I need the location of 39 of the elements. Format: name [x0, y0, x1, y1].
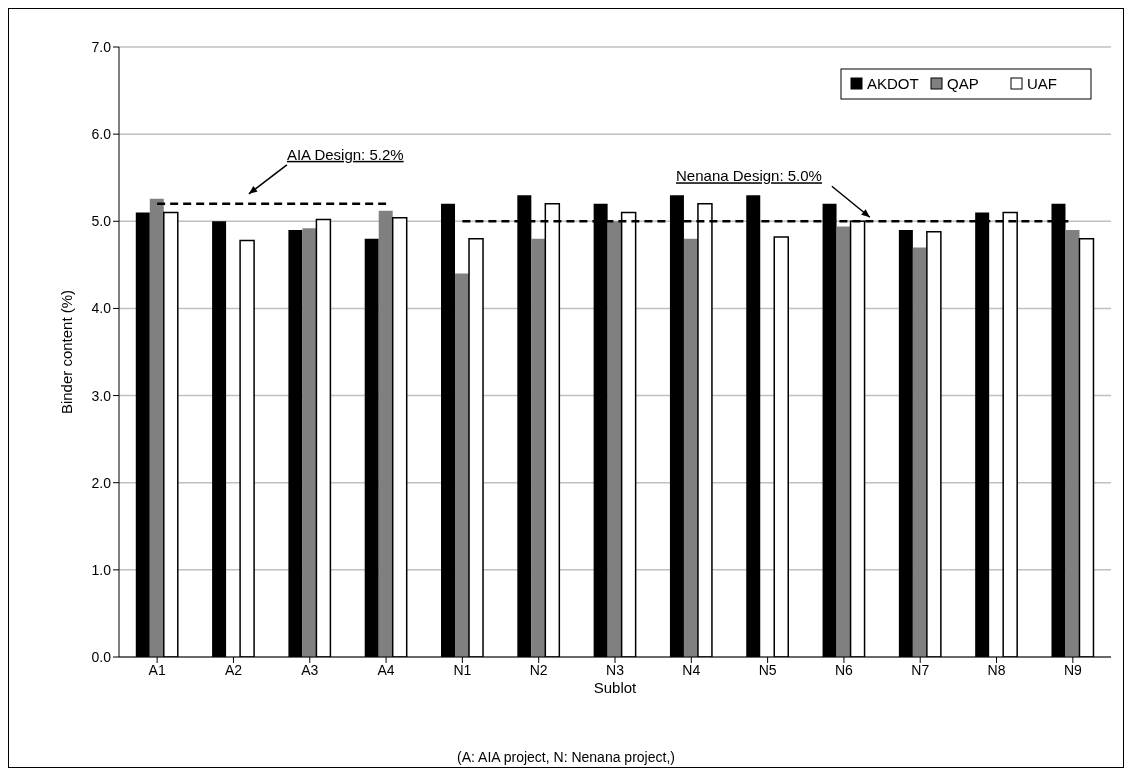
bar [607, 221, 622, 657]
legend-label: UAF [1027, 75, 1057, 92]
y-tick-label: 4.0 [91, 300, 112, 317]
bar [1065, 230, 1080, 657]
x-tick-label: A4 [377, 661, 395, 678]
y-tick-label: 5.0 [91, 213, 112, 230]
bar [912, 247, 927, 657]
bar [149, 198, 164, 657]
x-tick-label: N9 [1063, 661, 1082, 678]
x-tick-label: N3 [606, 661, 625, 678]
x-tick-label: A1 [148, 661, 166, 678]
text: (A: AIA project, N: Nenana project,) [456, 749, 676, 765]
text: Nenana Design: 5.0% [676, 167, 822, 185]
x-tick-label: N7 [911, 661, 930, 678]
bar [455, 273, 470, 657]
bar [531, 238, 546, 657]
y-tick-label: 1.0 [91, 561, 112, 578]
x-tick-label: N4 [682, 661, 701, 678]
y-tick-label: 3.0 [91, 387, 112, 404]
y-tick-label: 2.0 [91, 474, 112, 491]
x-tick-label: A2 [224, 661, 243, 678]
x-tick-label: N5 [758, 661, 777, 678]
x-axis-title: Sublot [593, 679, 638, 696]
x-tick-label: N1 [453, 661, 472, 678]
legend-label: AKDOT [867, 75, 919, 92]
y-tick-label: 7.0 [91, 38, 112, 55]
bar [683, 238, 698, 657]
x-tick-label: N6 [834, 661, 854, 678]
x-tick-label: N2 [529, 661, 548, 678]
x-tick-label: A3 [301, 661, 319, 678]
bar [302, 228, 317, 657]
bar [836, 226, 851, 657]
y-tick-label: 0.0 [91, 648, 112, 665]
y-tick-label: 6.0 [91, 126, 112, 143]
x-tick-label: N8 [987, 661, 1006, 678]
text: AIA Design: 5.2% [286, 145, 404, 163]
legend-label: QAP [947, 75, 979, 92]
y-axis-title: Binder content (%) [58, 289, 76, 415]
bar [378, 210, 393, 657]
